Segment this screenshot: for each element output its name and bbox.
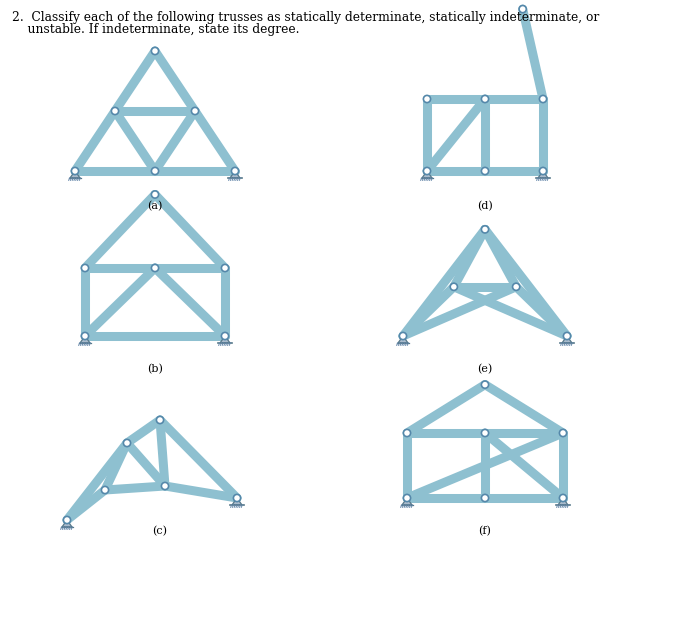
Circle shape: [559, 494, 566, 502]
Polygon shape: [62, 520, 72, 527]
Circle shape: [151, 191, 159, 198]
Circle shape: [64, 516, 71, 523]
Polygon shape: [70, 171, 80, 177]
Circle shape: [162, 482, 169, 490]
Circle shape: [519, 6, 526, 13]
Circle shape: [482, 95, 489, 102]
Text: (d): (d): [477, 201, 493, 211]
Circle shape: [123, 439, 131, 446]
Polygon shape: [398, 336, 408, 343]
Circle shape: [151, 48, 159, 55]
Circle shape: [403, 429, 411, 436]
Circle shape: [221, 333, 229, 340]
Circle shape: [403, 494, 411, 502]
Text: (c): (c): [153, 526, 167, 536]
Circle shape: [400, 333, 407, 340]
Circle shape: [512, 283, 520, 291]
Polygon shape: [422, 171, 432, 177]
Circle shape: [81, 333, 89, 340]
Polygon shape: [230, 171, 240, 177]
Polygon shape: [538, 171, 548, 177]
Circle shape: [450, 283, 457, 291]
Circle shape: [482, 429, 489, 436]
Text: (a): (a): [147, 201, 162, 211]
Circle shape: [424, 95, 430, 102]
Circle shape: [71, 167, 78, 175]
Text: (e): (e): [477, 364, 493, 375]
Circle shape: [564, 333, 570, 340]
Circle shape: [482, 494, 489, 502]
Circle shape: [424, 167, 430, 175]
Text: unstable. If indeterminate, state its degree.: unstable. If indeterminate, state its de…: [12, 23, 300, 36]
Circle shape: [221, 265, 229, 272]
Polygon shape: [80, 336, 90, 343]
Circle shape: [232, 167, 239, 175]
Text: 2.  Classify each of the following trusses as statically determinate, statically: 2. Classify each of the following trusse…: [12, 11, 599, 24]
Circle shape: [482, 226, 489, 233]
Circle shape: [156, 417, 164, 424]
Text: (b): (b): [147, 364, 163, 375]
Polygon shape: [558, 498, 568, 505]
Circle shape: [191, 107, 199, 114]
Circle shape: [482, 381, 489, 388]
Polygon shape: [220, 336, 230, 343]
Circle shape: [81, 265, 89, 272]
Circle shape: [151, 265, 159, 272]
Circle shape: [482, 167, 489, 175]
Circle shape: [102, 487, 108, 494]
Circle shape: [233, 494, 241, 502]
Polygon shape: [402, 498, 412, 505]
Text: (f): (f): [479, 526, 491, 536]
Circle shape: [559, 429, 566, 436]
Circle shape: [151, 167, 159, 175]
Circle shape: [540, 95, 547, 102]
Polygon shape: [232, 498, 241, 505]
Circle shape: [540, 167, 547, 175]
Circle shape: [111, 107, 118, 114]
Polygon shape: [562, 336, 572, 343]
